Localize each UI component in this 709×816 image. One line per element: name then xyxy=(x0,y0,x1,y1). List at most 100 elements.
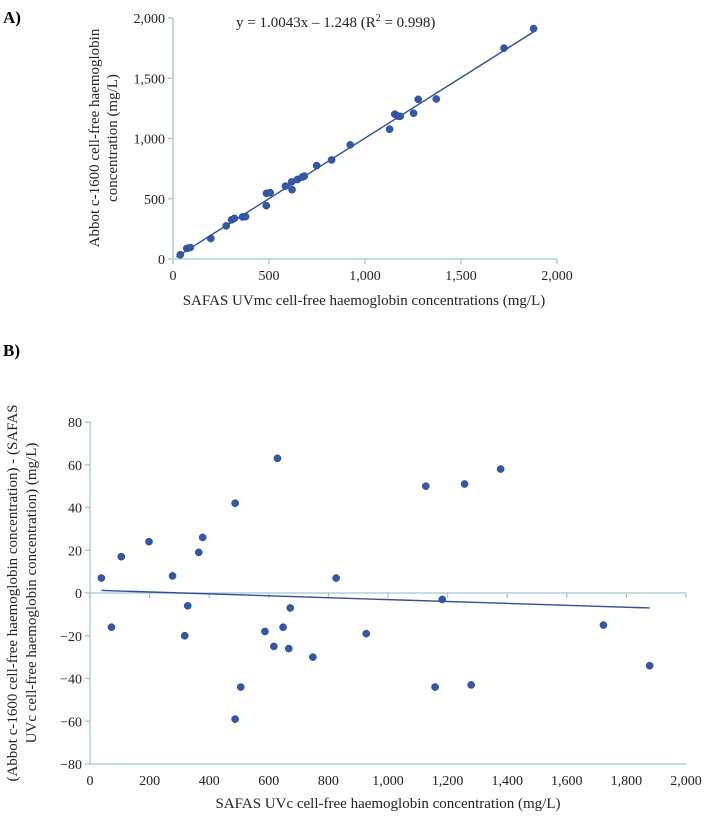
y-tick-label: 0 xyxy=(75,587,82,602)
data-point xyxy=(273,454,282,463)
x-tick-label: 1,000 xyxy=(349,269,381,284)
data-point xyxy=(270,642,278,651)
x-tick-label: 1,500 xyxy=(445,269,477,284)
data-point xyxy=(432,95,441,103)
trend-line xyxy=(101,589,650,609)
data-point xyxy=(288,185,296,194)
data-point xyxy=(180,631,189,640)
data-point xyxy=(312,161,321,170)
data-point xyxy=(222,222,231,230)
data-point xyxy=(168,572,177,580)
data-point xyxy=(206,234,215,243)
y-tick-label: 80 xyxy=(68,416,82,431)
x-tick-label: 600 xyxy=(258,774,279,789)
data-point xyxy=(279,623,287,632)
data-point xyxy=(230,214,239,223)
data-point xyxy=(529,24,538,33)
data-point xyxy=(496,465,505,473)
x-tick-label: 0 xyxy=(87,774,94,789)
y-tick-label: 1,500 xyxy=(134,72,166,87)
panel-b-y-axis-title-line-2: UVc cell-free haemoglobin concentration)… xyxy=(24,443,40,744)
data-point xyxy=(117,552,126,561)
data-point xyxy=(300,172,309,180)
panel-a-points xyxy=(176,24,538,259)
y-tick-label: −20 xyxy=(60,630,82,645)
data-point xyxy=(241,212,250,221)
x-tick-label: 200 xyxy=(139,774,160,789)
data-point xyxy=(262,201,271,210)
data-point xyxy=(261,627,269,636)
data-point xyxy=(396,112,404,121)
data-point xyxy=(281,182,290,190)
data-point xyxy=(460,480,469,488)
panel-a-chart: A) y = 1.0043x – 1.248 (R2 = 0.998) 0 500… xyxy=(3,8,573,309)
panel-b-x-axis-title: SAFAS UVc cell-free haemoglobin concentr… xyxy=(215,796,560,812)
panel-a-axes: 0 500 1,000 1,500 2,000 0 500 1,000 1,500 2,000 xyxy=(134,12,573,284)
x-tick-label: 0 xyxy=(170,269,177,284)
data-point xyxy=(231,715,239,723)
x-tick-label: 1,400 xyxy=(491,774,523,789)
data-point xyxy=(500,44,508,52)
data-point xyxy=(198,533,207,542)
y-tick-label: 20 xyxy=(68,544,82,559)
x-tick-label: 1,000 xyxy=(372,774,404,789)
x-tick-label: 1,800 xyxy=(611,774,643,789)
x-tick-label: 400 xyxy=(199,774,220,789)
data-point xyxy=(421,482,430,490)
panel-b-y-axis-title-line-1: (Abbot c-1600 cell-free haemoglobin conc… xyxy=(5,404,21,781)
data-point xyxy=(145,537,153,546)
data-point xyxy=(599,621,608,629)
equation-superscript: 2 xyxy=(376,13,381,24)
data-point xyxy=(176,250,185,259)
data-point xyxy=(467,681,475,689)
x-tick-label: 800 xyxy=(318,774,339,789)
data-point xyxy=(332,574,340,582)
panel-a-y-axis-title-line-2: concentration (mg/L) xyxy=(105,74,121,202)
x-tick-label: 1,600 xyxy=(551,774,583,789)
data-point xyxy=(97,574,106,582)
y-tick-label: 500 xyxy=(144,193,165,208)
data-point xyxy=(183,601,192,610)
data-point xyxy=(431,683,439,691)
data-point xyxy=(385,125,394,134)
y-tick-label: −80 xyxy=(60,758,82,773)
data-point xyxy=(438,595,447,604)
data-point xyxy=(409,109,418,118)
data-point xyxy=(346,141,355,149)
equation-suffix: = 0.998) xyxy=(381,15,436,31)
y-tick-label: −40 xyxy=(60,673,82,688)
x-tick-label: 2,000 xyxy=(670,774,702,789)
data-point xyxy=(645,661,654,670)
y-tick-label: 0 xyxy=(158,253,165,268)
data-point xyxy=(186,243,195,252)
data-point xyxy=(236,683,245,691)
data-point xyxy=(194,548,203,557)
data-point xyxy=(231,499,239,508)
panel-b-trendline xyxy=(101,589,650,609)
y-tick-label: 40 xyxy=(68,502,82,517)
data-point xyxy=(414,95,423,104)
panel-a-y-axis-title-line-1: Abbot c-1600 cell-free haemoglobin xyxy=(87,28,103,247)
data-point xyxy=(286,604,295,612)
x-tick-label: 2,000 xyxy=(541,269,573,284)
x-tick-label: 1,200 xyxy=(432,774,464,789)
y-tick-label: 1,000 xyxy=(134,133,166,148)
y-tick-label: 60 xyxy=(68,459,82,474)
panel-a-x-axis-title: SAFAS UVmc cell-free haemoglobin concent… xyxy=(183,293,546,309)
y-tick-label: 2,000 xyxy=(134,12,166,27)
panel-b-label: B) xyxy=(3,341,20,360)
panel-b-points xyxy=(97,454,654,723)
x-tick-label: 500 xyxy=(259,269,280,284)
data-point xyxy=(309,653,317,661)
data-point xyxy=(362,629,371,638)
data-point xyxy=(327,156,336,164)
data-point xyxy=(266,188,275,197)
y-tick-label: −60 xyxy=(60,715,82,730)
data-point xyxy=(107,623,116,632)
panel-a-label: A) xyxy=(3,8,21,27)
equation-prefix: y = 1.0043x – 1.248 (R xyxy=(236,15,376,31)
panel-a-regression-equation: y = 1.0043x – 1.248 (R2 = 0.998) xyxy=(236,13,435,31)
